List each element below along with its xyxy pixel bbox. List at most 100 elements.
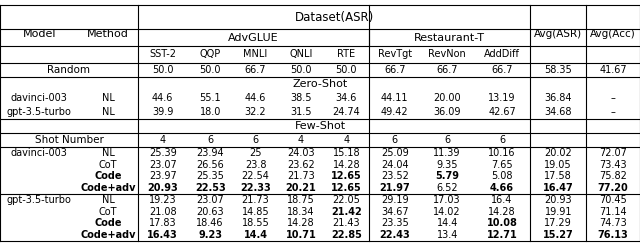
Text: 23.8: 23.8 xyxy=(245,160,266,169)
Text: 24.03: 24.03 xyxy=(287,148,315,158)
Text: 49.42: 49.42 xyxy=(381,107,408,117)
Text: 38.5: 38.5 xyxy=(291,93,312,103)
Text: Zero-Shot: Zero-Shot xyxy=(292,79,348,89)
Text: NL: NL xyxy=(102,93,115,103)
Text: 12.65: 12.65 xyxy=(331,183,362,193)
Text: 25: 25 xyxy=(250,148,262,158)
Text: 34.67: 34.67 xyxy=(381,207,408,217)
Text: MNLI: MNLI xyxy=(243,49,268,60)
Text: 36.09: 36.09 xyxy=(433,107,461,117)
Text: 22.53: 22.53 xyxy=(195,183,225,193)
Text: gpt-3.5-turbo: gpt-3.5-turbo xyxy=(7,107,72,117)
Text: 23.07: 23.07 xyxy=(149,160,177,169)
Text: Code: Code xyxy=(95,171,122,181)
Text: Shot Number: Shot Number xyxy=(35,135,104,145)
Text: 4.66: 4.66 xyxy=(490,183,514,193)
Text: AdvGLUE: AdvGLUE xyxy=(228,33,279,43)
Text: 14.28: 14.28 xyxy=(287,218,315,229)
Text: 66.7: 66.7 xyxy=(492,65,513,75)
Text: 25.09: 25.09 xyxy=(381,148,408,158)
Text: davinci-003: davinci-003 xyxy=(11,93,68,103)
Text: 6: 6 xyxy=(207,135,213,145)
Text: NL: NL xyxy=(102,195,115,205)
Text: 23.94: 23.94 xyxy=(196,148,224,158)
Text: 21.08: 21.08 xyxy=(149,207,177,217)
Text: 20.93: 20.93 xyxy=(147,183,178,193)
Text: 14.28: 14.28 xyxy=(333,160,360,169)
Text: Avg(Acc): Avg(Acc) xyxy=(590,29,636,39)
Text: 36.84: 36.84 xyxy=(545,93,572,103)
Text: 5.08: 5.08 xyxy=(492,171,513,181)
Text: 14.4: 14.4 xyxy=(436,218,458,229)
Text: 66.7: 66.7 xyxy=(245,65,266,75)
Text: 9.23: 9.23 xyxy=(198,230,222,240)
Text: 20.93: 20.93 xyxy=(545,195,572,205)
Text: 14.85: 14.85 xyxy=(242,207,269,217)
Text: 13.4: 13.4 xyxy=(436,230,458,240)
Text: 44.11: 44.11 xyxy=(381,93,408,103)
Text: Code: Code xyxy=(95,218,122,229)
Text: Dataset(ASR): Dataset(ASR) xyxy=(294,11,374,24)
Text: 73.43: 73.43 xyxy=(599,160,627,169)
Text: 77.20: 77.20 xyxy=(598,183,628,193)
Text: 22.43: 22.43 xyxy=(380,230,410,240)
Text: 23.97: 23.97 xyxy=(149,171,177,181)
Text: 42.67: 42.67 xyxy=(488,107,516,117)
Text: 17.29: 17.29 xyxy=(545,218,572,229)
Text: Model: Model xyxy=(22,29,56,39)
Text: 5.79: 5.79 xyxy=(435,171,459,181)
Text: 18.34: 18.34 xyxy=(287,207,315,217)
Text: 6.52: 6.52 xyxy=(436,183,458,193)
Text: 20.02: 20.02 xyxy=(545,148,572,158)
Text: 15.18: 15.18 xyxy=(333,148,360,158)
Text: 34.6: 34.6 xyxy=(336,93,357,103)
Text: RevTgt: RevTgt xyxy=(378,49,412,60)
Text: 18.0: 18.0 xyxy=(200,107,221,117)
Text: 21.97: 21.97 xyxy=(380,183,410,193)
Text: 7.65: 7.65 xyxy=(492,160,513,169)
Text: 10.08: 10.08 xyxy=(486,218,518,229)
Text: 9.35: 9.35 xyxy=(436,160,458,169)
Text: RTE: RTE xyxy=(337,49,355,60)
Text: 17.58: 17.58 xyxy=(545,171,572,181)
Text: 55.1: 55.1 xyxy=(199,93,221,103)
Text: Restaurant-T: Restaurant-T xyxy=(414,33,485,43)
Text: QQP: QQP xyxy=(200,49,221,60)
Text: 22.05: 22.05 xyxy=(333,195,360,205)
Text: 70.45: 70.45 xyxy=(599,195,627,205)
Text: CoT: CoT xyxy=(99,207,117,217)
Text: 6: 6 xyxy=(499,135,505,145)
Text: 14.02: 14.02 xyxy=(433,207,461,217)
Text: 16.4: 16.4 xyxy=(492,195,513,205)
Text: 22.54: 22.54 xyxy=(242,171,269,181)
Text: 19.23: 19.23 xyxy=(149,195,177,205)
Text: 16.47: 16.47 xyxy=(543,183,573,193)
Text: 23.35: 23.35 xyxy=(381,218,408,229)
Text: 21.42: 21.42 xyxy=(331,207,362,217)
Text: gpt-3.5-turbo: gpt-3.5-turbo xyxy=(7,195,72,205)
Text: 6: 6 xyxy=(392,135,398,145)
Text: –: – xyxy=(611,107,616,117)
Text: 26.56: 26.56 xyxy=(196,160,224,169)
Text: SST-2: SST-2 xyxy=(149,49,176,60)
Text: 50.0: 50.0 xyxy=(152,65,173,75)
Text: Few-Shot: Few-Shot xyxy=(294,121,346,131)
Text: 76.13: 76.13 xyxy=(598,230,628,240)
Text: 25.39: 25.39 xyxy=(149,148,177,158)
Text: 18.46: 18.46 xyxy=(196,218,224,229)
Text: Code+adv: Code+adv xyxy=(81,183,136,193)
Text: 23.07: 23.07 xyxy=(196,195,224,205)
Text: 4: 4 xyxy=(344,135,349,145)
Text: 25.35: 25.35 xyxy=(196,171,224,181)
Text: 15.27: 15.27 xyxy=(543,230,573,240)
Text: 22.85: 22.85 xyxy=(331,230,362,240)
Text: 72.07: 72.07 xyxy=(599,148,627,158)
Text: RevNon: RevNon xyxy=(428,49,466,60)
Text: 23.52: 23.52 xyxy=(381,171,409,181)
Text: 20.21: 20.21 xyxy=(285,183,316,193)
Text: 10.71: 10.71 xyxy=(285,230,316,240)
Text: 21.73: 21.73 xyxy=(287,171,315,181)
Text: 44.6: 44.6 xyxy=(152,93,173,103)
Text: 23.62: 23.62 xyxy=(287,160,315,169)
Text: 74.73: 74.73 xyxy=(599,218,627,229)
